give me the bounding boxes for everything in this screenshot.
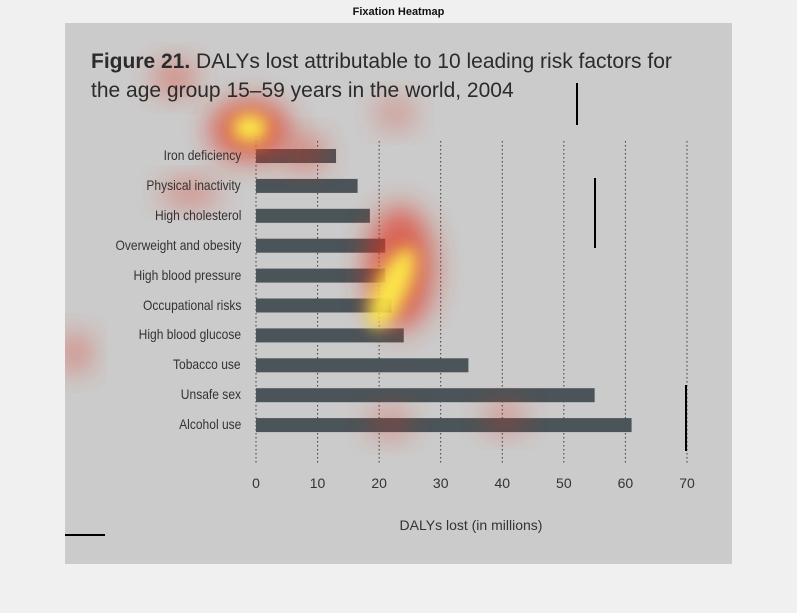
category-label: Occupational risks	[142, 296, 241, 313]
figure-title-line1: DALYs lost attributable to 10 leading ri…	[196, 50, 672, 73]
x-tick-label: 70	[679, 475, 695, 491]
figure-title-line2: the age group 15–59 years in the world, …	[91, 79, 514, 102]
x-tick-label: 40	[494, 475, 510, 491]
bar	[256, 178, 358, 193]
vertical-tick-mark	[685, 385, 687, 451]
bar	[256, 238, 386, 253]
x-tick-label: 50	[556, 475, 572, 491]
bar	[256, 268, 386, 283]
vertical-tick-mark	[594, 178, 596, 248]
category-label: High blood pressure	[133, 266, 241, 283]
figure-number: Figure 21.	[91, 50, 191, 73]
category-label: Iron deficiency	[163, 147, 241, 163]
x-tick-label: 10	[310, 475, 326, 491]
bar	[256, 298, 392, 313]
bar-chart: 0 10 20 30 40 50 60 70 DALYs lost (in millions)	[65, 60, 695, 533]
fixation-heatmap-overlay	[65, 60, 527, 439]
bar	[256, 358, 469, 373]
x-axis-title: DALYs lost (in millions)	[400, 517, 543, 533]
x-tick-label: 30	[433, 475, 449, 491]
category-label: High cholesterol	[154, 206, 241, 223]
category-label: Alcohol use	[178, 416, 241, 433]
x-axis-title-group: DALYs lost (in millions)	[400, 517, 543, 533]
vertical-tick-mark	[576, 83, 578, 125]
category-label: Physical inactivity	[146, 176, 241, 193]
bar	[256, 418, 632, 433]
horizontal-tick-mark	[65, 534, 105, 536]
category-label: Overweight and obesity	[115, 236, 241, 253]
category-label: High blood glucose	[138, 326, 241, 343]
category-label: Tobacco use	[173, 356, 241, 373]
bar	[256, 388, 595, 403]
x-tick-label: 20	[371, 475, 387, 491]
window-title: Fixation Heatmap	[352, 6, 445, 18]
bars	[256, 149, 632, 433]
x-tick-label: 60	[618, 475, 634, 491]
figure-title: Figure 21. DALYs lost attributable to 10…	[91, 47, 711, 105]
category-label: Unsafe sex	[180, 386, 241, 403]
figure-panel: 0 10 20 30 40 50 60 70 DALYs lost (in millions)…	[65, 23, 732, 564]
x-tick-labels: 0 10 20 30 40 50 60 70	[252, 475, 695, 491]
bar	[256, 328, 404, 343]
bar	[256, 208, 370, 223]
x-tick-label: 0	[252, 475, 260, 491]
